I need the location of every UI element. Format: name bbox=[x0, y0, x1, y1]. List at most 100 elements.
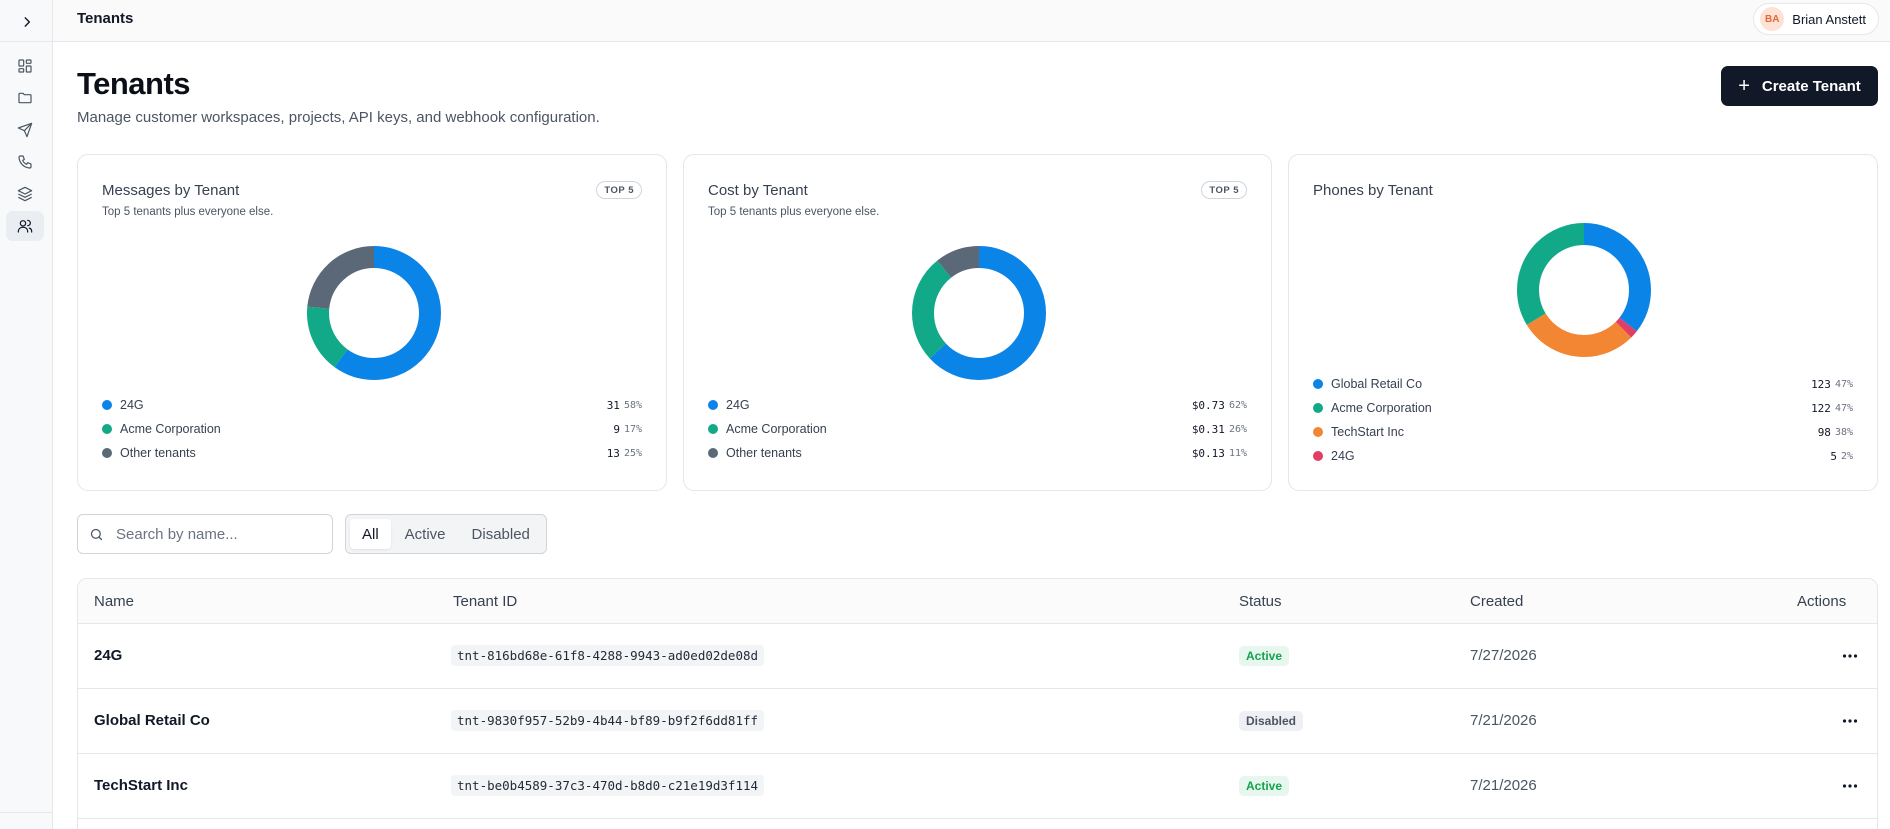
search-box[interactable] bbox=[77, 514, 333, 554]
table-header: Name Tenant ID Status Created Actions bbox=[78, 579, 1877, 624]
legend-item: Other tenants 13 25% bbox=[102, 444, 642, 462]
sidebar bbox=[0, 0, 53, 829]
legend-label: 24G bbox=[726, 398, 750, 412]
column-header-status[interactable]: Status bbox=[1239, 593, 1282, 610]
filter-tab-active[interactable]: Active bbox=[404, 525, 446, 543]
top-badge: TOP 5 bbox=[596, 181, 642, 199]
cost-donut-chart bbox=[912, 246, 1046, 380]
dashboard-icon bbox=[18, 59, 32, 73]
tenant-id: tnt-9830f957-52b9-4b44-bf89-b9f2f6dd81ff bbox=[451, 710, 765, 731]
row-actions-button[interactable] bbox=[1837, 644, 1863, 668]
page-title: Tenants bbox=[77, 66, 191, 101]
legend-item: Other tenants $0.13 11% bbox=[708, 444, 1247, 462]
folder-icon bbox=[18, 92, 32, 104]
sidebar-divider bbox=[0, 41, 53, 42]
users-icon bbox=[17, 219, 33, 233]
phone-icon bbox=[18, 155, 32, 169]
sidebar-item-dashboard[interactable] bbox=[6, 51, 44, 81]
layers-icon bbox=[17, 186, 33, 202]
tenant-id: tnt-816bd68e-61f8-4288-9943-ad0ed02de08d bbox=[451, 645, 765, 666]
create-tenant-button[interactable]: + Create Tenant bbox=[1721, 66, 1878, 106]
legend-value: $0.73 bbox=[1191, 398, 1225, 412]
status-badge: Active bbox=[1239, 776, 1290, 796]
tenant-name: 24G bbox=[94, 647, 123, 664]
legend-item: TechStart Inc 98 38% bbox=[1313, 423, 1853, 441]
legend-label: TechStart Inc bbox=[1331, 425, 1404, 439]
legend-item: Acme Corporation 122 47% bbox=[1313, 399, 1853, 417]
legend-dot bbox=[102, 400, 112, 410]
page-subtitle: Manage customer workspaces, projects, AP… bbox=[77, 109, 600, 126]
donut-segment-acme bbox=[1517, 223, 1651, 357]
search-input[interactable] bbox=[116, 525, 316, 543]
legend-label: Acme Corporation bbox=[120, 422, 221, 436]
expand-sidebar-button[interactable] bbox=[11, 6, 43, 38]
filter-tab-disabled[interactable]: Disabled bbox=[471, 525, 530, 543]
messages-donut-chart bbox=[307, 246, 441, 380]
card-subtitle: Top 5 tenants plus everyone else. bbox=[102, 206, 274, 218]
legend-label: 24G bbox=[1331, 449, 1355, 463]
column-header-actions: Actions bbox=[1797, 593, 1847, 610]
donut-segment-techstart bbox=[1517, 223, 1651, 357]
search-icon bbox=[90, 528, 103, 540]
table-row[interactable]: TechStart Inc tnt-be0b4589-37c3-470d-b8d… bbox=[78, 754, 1877, 819]
legend-value: 9 bbox=[613, 422, 620, 436]
created-date: 7/21/2026 bbox=[1470, 777, 1537, 794]
messages-by-tenant-card: Messages by Tenant Top 5 tenants plus ev… bbox=[77, 154, 667, 491]
legend-item: 24G $0.73 62% bbox=[708, 396, 1247, 414]
legend-value: 123 bbox=[1811, 377, 1831, 391]
created-date: 7/21/2026 bbox=[1470, 712, 1537, 729]
legend-item: 24G 31 58% bbox=[102, 396, 642, 414]
sidebar-item-phones[interactable] bbox=[6, 147, 44, 177]
sidebar-footer-divider bbox=[0, 812, 53, 813]
more-horizontal-icon bbox=[1842, 784, 1858, 788]
status-badge: Active bbox=[1239, 646, 1290, 666]
legend-label: 24G bbox=[120, 398, 144, 412]
table-row[interactable]: Global Retail Co tnt-9830f957-52b9-4b44-… bbox=[78, 689, 1877, 754]
sidebar-item-messages[interactable] bbox=[6, 115, 44, 145]
created-date: 7/27/2026 bbox=[1470, 647, 1537, 664]
tenant-name: TechStart Inc bbox=[94, 777, 188, 794]
legend-percent: 25% bbox=[623, 447, 642, 459]
legend-percent: 2% bbox=[1840, 450, 1853, 462]
sidebar-item-projects[interactable] bbox=[6, 83, 44, 113]
sidebar-item-tenants[interactable] bbox=[6, 211, 44, 241]
top-bar: Tenants BA Brian Anstett bbox=[53, 0, 1890, 42]
avatar: BA bbox=[1760, 7, 1785, 31]
plus-icon: + bbox=[1738, 75, 1750, 97]
legend-percent: 38% bbox=[1834, 426, 1853, 438]
legend-dot bbox=[1313, 427, 1323, 437]
legend-dot bbox=[708, 400, 718, 410]
column-header-name[interactable]: Name bbox=[94, 593, 135, 610]
legend-dot bbox=[708, 424, 718, 434]
legend-item: 24G 5 2% bbox=[1313, 447, 1853, 465]
legend-dot bbox=[1313, 451, 1323, 461]
table-row[interactable]: 24G tnt-816bd68e-61f8-4288-9943-ad0ed02d… bbox=[78, 624, 1877, 689]
legend-percent: 26% bbox=[1228, 423, 1247, 435]
sidebar-item-layers[interactable] bbox=[6, 179, 44, 209]
column-header-tenant-id[interactable]: Tenant ID bbox=[453, 593, 518, 610]
donut-segment-acme bbox=[307, 246, 441, 380]
top-badge: TOP 5 bbox=[1201, 181, 1247, 199]
cost-by-tenant-card: Cost by Tenant Top 5 tenants plus everyo… bbox=[683, 154, 1272, 491]
donut-segment-other bbox=[307, 246, 441, 380]
card-title: Phones by Tenant bbox=[1313, 182, 1433, 199]
user-menu[interactable]: BA Brian Anstett bbox=[1753, 3, 1879, 35]
row-actions-button[interactable] bbox=[1837, 774, 1863, 798]
column-header-created[interactable]: Created bbox=[1470, 593, 1524, 610]
legend-percent: 47% bbox=[1834, 378, 1853, 390]
legend-percent: 58% bbox=[623, 399, 642, 411]
legend-percent: 17% bbox=[623, 423, 642, 435]
legend-value: 5 bbox=[1830, 449, 1837, 463]
legend-label: Other tenants bbox=[726, 446, 802, 460]
phones-donut-chart bbox=[1517, 223, 1651, 357]
row-actions-button[interactable] bbox=[1837, 709, 1863, 733]
legend-label: Acme Corporation bbox=[1331, 401, 1432, 415]
legend-dot bbox=[1313, 403, 1323, 413]
legend-percent: 11% bbox=[1228, 447, 1247, 459]
card-subtitle: Top 5 tenants plus everyone else. bbox=[708, 206, 880, 218]
legend-value: $0.13 bbox=[1191, 446, 1225, 460]
legend-label: Other tenants bbox=[120, 446, 196, 460]
filter-tab-all[interactable]: All bbox=[350, 519, 391, 549]
user-name: Brian Anstett bbox=[1792, 11, 1866, 27]
send-icon bbox=[17, 122, 33, 138]
